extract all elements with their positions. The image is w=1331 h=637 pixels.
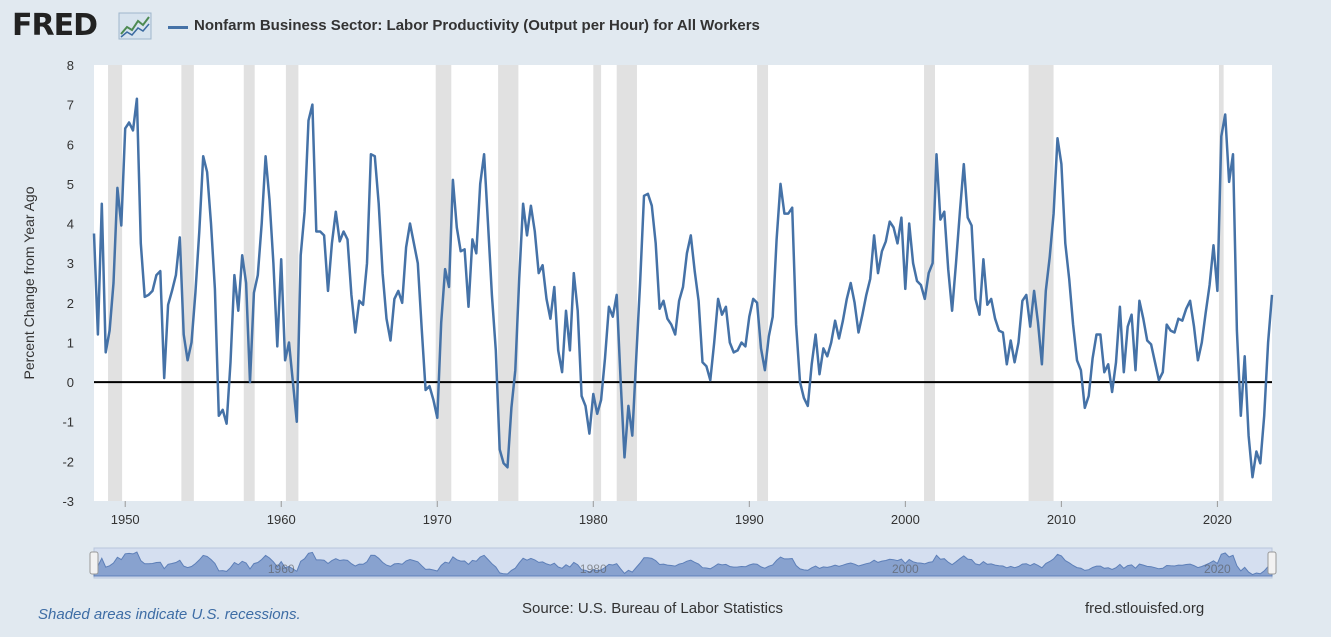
fred-logo[interactable]: FRED	[12, 8, 98, 43]
recession-band-10	[1028, 65, 1054, 501]
fred-chart-icon	[118, 12, 152, 40]
x-tick-label: 2010	[1047, 512, 1076, 527]
y-axis-title: Percent Change from Year Ago	[21, 186, 37, 379]
navigator-left-handle[interactable]	[89, 551, 99, 575]
navigator-year-label: 1960	[268, 562, 295, 576]
navigator-right-handle[interactable]	[1267, 551, 1277, 575]
navigator-year-label: 1980	[580, 562, 607, 576]
series-line-productivity[interactable]	[92, 97, 1274, 479]
y-tick-label: 8	[67, 58, 74, 73]
y-tick-label: 4	[67, 217, 74, 232]
recession-band-2	[243, 65, 255, 501]
y-tick-label: 2	[67, 296, 74, 311]
recession-band-0	[108, 65, 123, 501]
x-tick-label: 1980	[579, 512, 608, 527]
site-link[interactable]: fred.stlouisfed.org	[1085, 600, 1205, 617]
x-tick-label: 1970	[423, 512, 452, 527]
x-tick-label: 2000	[891, 512, 920, 527]
chart-header: FRED Nonfarm Business Sector: Labor Prod…	[0, 0, 1331, 52]
y-tick-label: 0	[67, 375, 74, 390]
y-tick-label: -3	[62, 494, 74, 509]
recession-band-6	[593, 65, 602, 501]
recession-band-8	[757, 65, 769, 501]
y-tick-label: 1	[67, 335, 74, 350]
y-axis: -3 -2 -1 0 1 2 3 4 5 6 7 8	[62, 58, 74, 509]
x-tick-label: 2020	[1203, 512, 1232, 527]
line-chart[interactable]: -3 -2 -1 0 1 2 3 4 5 6 7 8 1950 1960 1970 1980 1990 2000…	[0, 52, 1331, 597]
y-tick-label: 5	[67, 177, 74, 192]
recession-band-1	[181, 65, 194, 501]
legend-series-title[interactable]: Nonfarm Business Sector: Labor Productiv…	[194, 17, 760, 34]
navigator-series-area	[93, 551, 1273, 577]
legend-series-swatch	[168, 26, 188, 29]
recession-band-5	[498, 65, 519, 501]
source-text: Source: U.S. Bureau of Labor Statistics	[522, 600, 783, 617]
recession-note: Shaded areas indicate U.S. recessions.	[38, 606, 301, 623]
y-tick-label: 6	[67, 137, 74, 152]
recession-band-9	[924, 65, 935, 501]
y-tick-label: -1	[62, 415, 74, 430]
y-tick-label: 7	[67, 98, 74, 113]
y-tick-label: 3	[67, 256, 74, 271]
recession-band-3	[285, 65, 299, 501]
x-axis: 1950 1960 1970 1980 1990 2000 2010 2020	[111, 501, 1232, 527]
x-tick-label: 1960	[267, 512, 296, 527]
x-tick-label: 1990	[735, 512, 764, 527]
range-navigator[interactable]: 1960 1980 2000 2020	[89, 547, 1277, 579]
navigator-labels: 1960 1980 2000 2020	[268, 562, 1231, 576]
navigator-year-label: 2020	[1204, 562, 1231, 576]
x-tick-label: 1950	[111, 512, 140, 527]
y-tick-label: -2	[62, 454, 74, 469]
navigator-year-label: 2000	[892, 562, 919, 576]
recession-band-11	[1218, 65, 1224, 501]
